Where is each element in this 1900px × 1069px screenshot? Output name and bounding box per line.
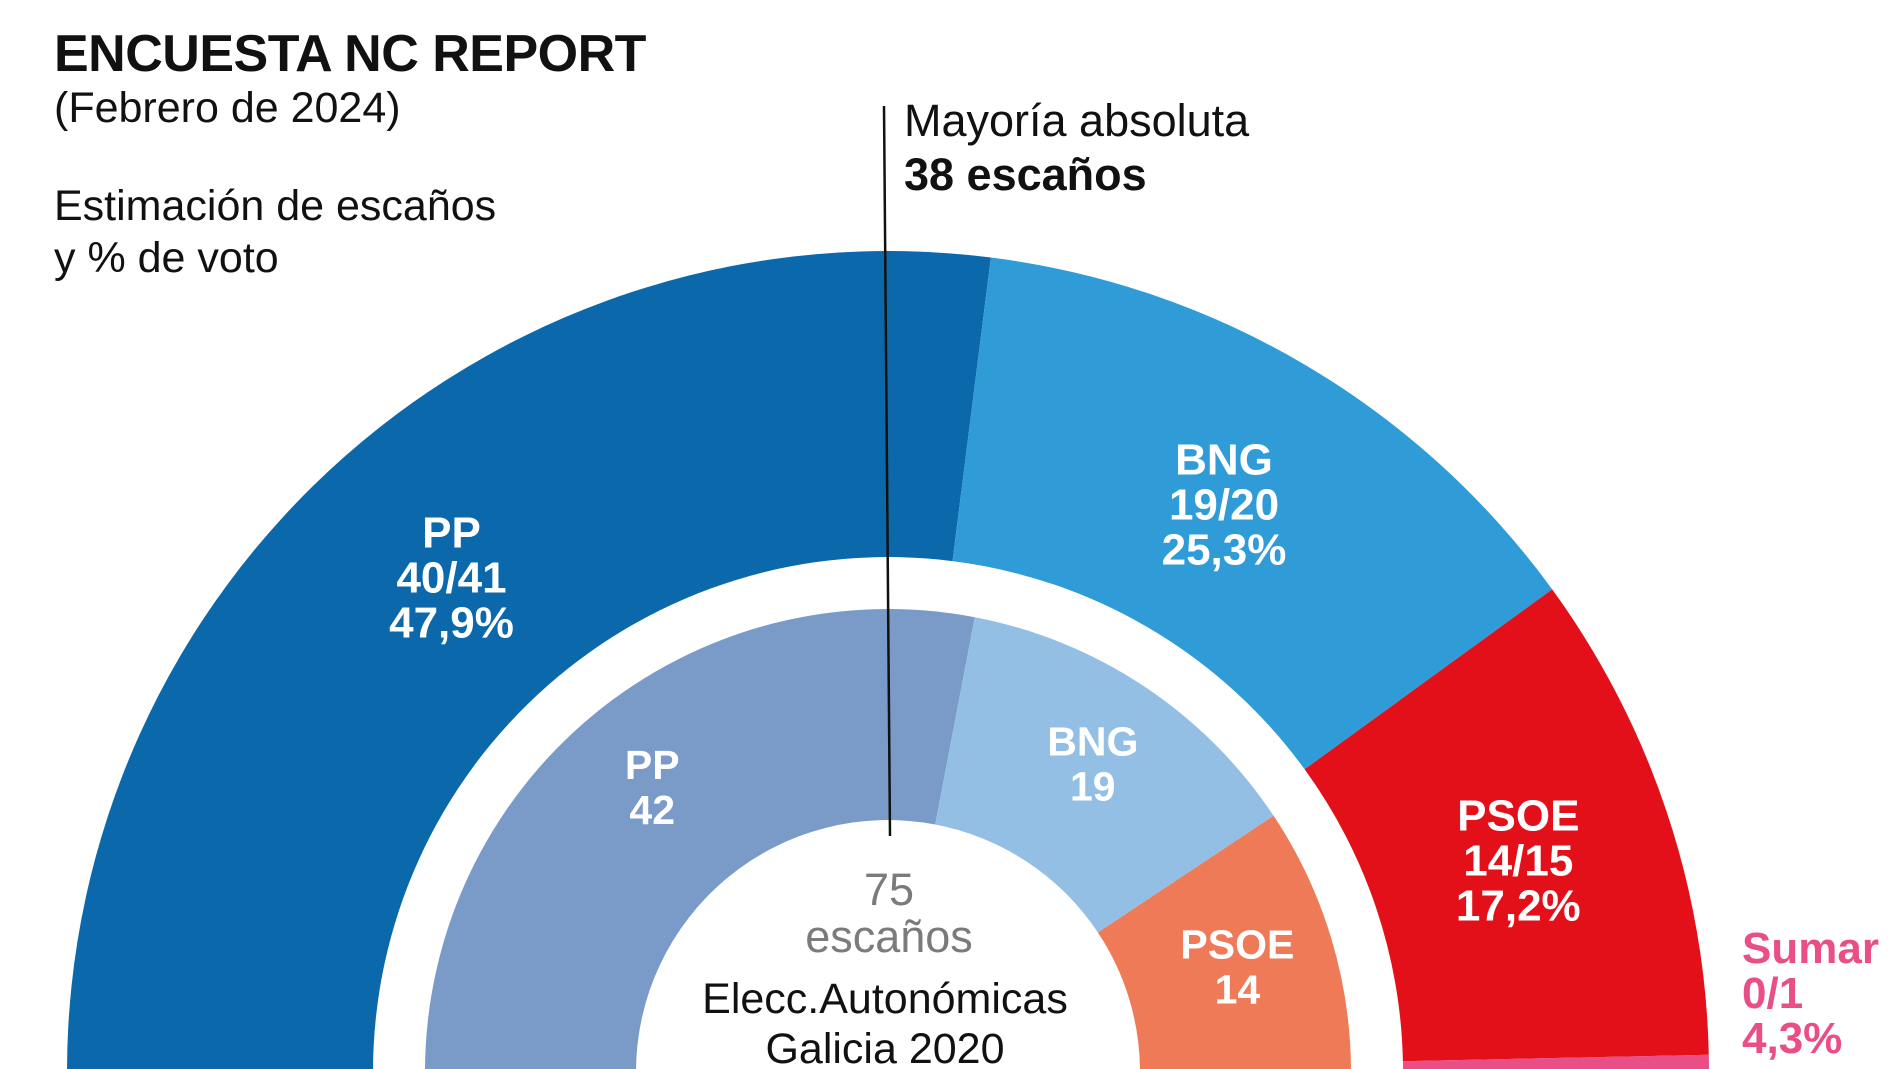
label-inner-pp-party: PP <box>625 742 680 788</box>
segment-outer-bng <box>952 257 1553 770</box>
center-seats-number: 75 <box>864 864 914 915</box>
majority-value: 38 escaños <box>904 149 1147 200</box>
chart-description: Estimación de escaños y % de voto <box>54 180 496 284</box>
center-election-line-1: Elecc.Autonómicas <box>702 975 1068 1023</box>
label-outer-bng-seats: 19/20 <box>1169 480 1279 529</box>
description-line-2: y % de voto <box>54 234 279 282</box>
label-sumar-seats: 0/1 <box>1742 969 1803 1018</box>
segment-labels: PP40/4147,9%BNG19/2025,3%PSOE14/1517,2%S… <box>389 435 1879 1063</box>
label-sumar-party: Sumar <box>1742 924 1879 973</box>
label-outer-psoe-vote: 17,2% <box>1456 881 1581 930</box>
majority-line <box>882 105 892 837</box>
label-outer-psoe-party: PSOE <box>1457 791 1579 840</box>
label-sumar-vote: 4,3% <box>1742 1014 1842 1063</box>
label-inner-pp-seats: 42 <box>629 787 675 833</box>
inner-ring <box>425 608 1351 1069</box>
label-outer-pp-seats: 40/41 <box>396 553 506 602</box>
label-inner-psoe-seats: 14 <box>1215 966 1261 1012</box>
segment-inner-psoe <box>1097 815 1351 1069</box>
outer-ring <box>67 251 1709 1069</box>
label-outer-bng-vote: 25,3% <box>1162 525 1287 574</box>
chart-title: ENCUESTA NC REPORT <box>54 25 646 83</box>
segment-outer-pp <box>67 251 991 1069</box>
label-inner-psoe-party: PSOE <box>1180 921 1294 967</box>
segment-inner-bng <box>935 617 1274 933</box>
segment-outer-sumar <box>1402 1054 1709 1069</box>
label-inner-bng-party: BNG <box>1047 719 1138 765</box>
label-inner-bng-seats: 19 <box>1070 764 1116 810</box>
chart-subtitle: (Febrero de 2024) <box>54 84 401 132</box>
center-election-line-2: Galicia 2020 <box>765 1025 1004 1069</box>
center-seats-word: escaños <box>805 911 973 962</box>
label-outer-psoe-seats: 14/15 <box>1463 836 1573 885</box>
label-outer-pp-party: PP <box>422 508 481 557</box>
majority-annotation: Mayoría absoluta 38 escaños <box>904 94 1249 202</box>
label-outer-pp-vote: 47,9% <box>389 598 514 647</box>
segment-inner-pp <box>425 608 975 1069</box>
segment-outer-psoe <box>1304 589 1709 1062</box>
description-line-1: Estimación de escaños <box>54 182 497 230</box>
majority-label: Mayoría absoluta <box>904 95 1250 146</box>
center-text: 75 escaños Elecc.Autonómicas Galicia 202… <box>702 864 1068 1069</box>
label-outer-bng-party: BNG <box>1175 435 1273 484</box>
